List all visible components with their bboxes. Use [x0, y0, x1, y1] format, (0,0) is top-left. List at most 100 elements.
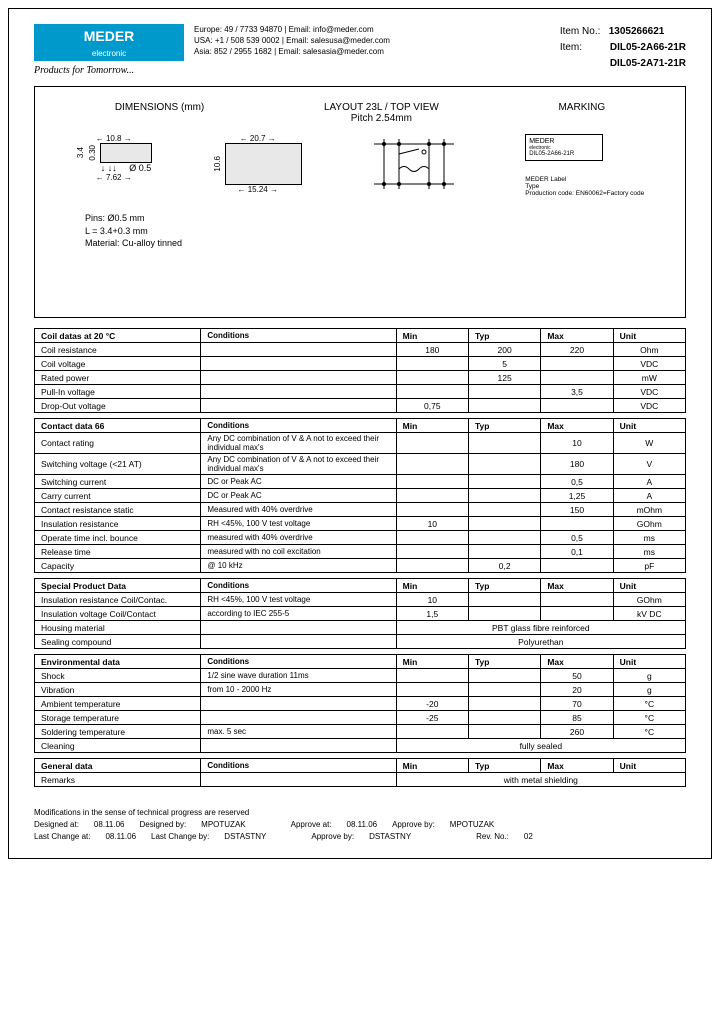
f-approve2-by: Approve by: — [311, 831, 354, 843]
typ-cell — [468, 711, 540, 725]
table-title: Special Product Data — [35, 579, 201, 593]
typ-cell: 5 — [468, 357, 540, 371]
pitch: Pitch 2.54mm — [324, 113, 439, 124]
th-cond: Conditions — [201, 759, 396, 773]
th-unit: Unit — [613, 419, 685, 433]
th-min: Min — [396, 329, 468, 343]
min-cell — [396, 503, 468, 517]
min-cell — [396, 385, 468, 399]
table-row: Vibrationfrom 10 - 2000 Hz20g — [35, 683, 686, 697]
table-row: Release timemeasured with no coil excita… — [35, 545, 686, 559]
unit-cell: VDC — [613, 385, 685, 399]
dim-d4: 0.30 — [88, 145, 97, 161]
schematic-icon — [364, 134, 464, 194]
data-table: Special Product DataConditionsMinTypMaxU… — [34, 578, 686, 649]
param-cell: Switching voltage (<21 AT) — [35, 454, 201, 475]
dim-d3: 3.4 — [76, 147, 85, 158]
cond-cell: @ 10 kHz — [201, 559, 396, 573]
table-row: Ambient temperature-2070°C — [35, 697, 686, 711]
min-cell: -25 — [396, 711, 468, 725]
th-max: Max — [541, 579, 613, 593]
unit-cell: ms — [613, 545, 685, 559]
max-cell: 220 — [541, 343, 613, 357]
cond-cell: DC or Peak AC — [201, 489, 396, 503]
min-cell: 180 — [396, 343, 468, 357]
typ-cell — [468, 517, 540, 531]
typ-cell — [468, 489, 540, 503]
cond-cell — [201, 697, 396, 711]
dim-d1: 10.8 — [106, 134, 122, 143]
cond-cell — [201, 357, 396, 371]
param-cell: Shock — [35, 669, 201, 683]
dim-d7: 10.6 — [213, 156, 222, 172]
table-title: Contact data 66 — [35, 419, 201, 433]
min-cell — [396, 669, 468, 683]
th-unit: Unit — [613, 655, 685, 669]
span-cell: fully sealed — [396, 739, 685, 753]
max-cell: 150 — [541, 503, 613, 517]
unit-cell: kV DC — [613, 607, 685, 621]
mark-brand: MEDER — [529, 138, 599, 145]
max-cell: 3,5 — [541, 385, 613, 399]
dim-top-view: ← 20.7 → 10.6 ← 15.24 → — [213, 134, 302, 194]
th-cond: Conditions — [201, 655, 396, 669]
min-cell — [396, 371, 468, 385]
unit-cell: V — [613, 454, 685, 475]
table-title: General data — [35, 759, 201, 773]
f-change-by: Last Change by: — [151, 831, 209, 843]
table-row: Operate time incl. bouncemeasured with 4… — [35, 531, 686, 545]
max-cell: 0,1 — [541, 545, 613, 559]
cond-cell: max. 5 sec — [201, 725, 396, 739]
typ-cell — [468, 454, 540, 475]
typ-cell — [468, 669, 540, 683]
min-cell — [396, 357, 468, 371]
header: MEDER electronic Products for Tomorrow..… — [34, 24, 686, 76]
typ-cell — [468, 593, 540, 607]
param-cell: Carry current — [35, 489, 201, 503]
unit-cell: pF — [613, 559, 685, 573]
cond-cell: from 10 - 2000 Hz — [201, 683, 396, 697]
table-row: Insulation resistanceRH <45%, 100 V test… — [35, 517, 686, 531]
table-row: Insulation resistance Coil/Contac.RH <45… — [35, 593, 686, 607]
table-row: Contact ratingAny DC combination of V & … — [35, 433, 686, 454]
typ-cell — [468, 433, 540, 454]
th-typ: Typ — [468, 329, 540, 343]
f-approve-d: 08.11.06 — [347, 819, 378, 831]
span-cell: Polyurethan — [396, 635, 685, 649]
typ-cell: 125 — [468, 371, 540, 385]
dim-d5: 7.62 — [106, 173, 122, 182]
footer: Modifications in the sense of technical … — [34, 807, 686, 843]
typ-cell — [468, 683, 540, 697]
max-cell — [541, 607, 613, 621]
min-cell — [396, 531, 468, 545]
param-cell: Rated power — [35, 371, 201, 385]
table-title: Environmental data — [35, 655, 201, 669]
param-cell: Vibration — [35, 683, 201, 697]
cond-cell — [201, 711, 396, 725]
f-rev: Rev. No.: — [476, 831, 509, 843]
max-cell — [541, 399, 613, 413]
table-row: Capacity@ 10 kHz0,2pF — [35, 559, 686, 573]
f-change-d: 08.11.06 — [105, 831, 136, 843]
max-cell — [541, 371, 613, 385]
table-row: Switching currentDC or Peak AC0,5A — [35, 475, 686, 489]
mat-line: Material: Cu-alloy tinned — [85, 237, 665, 250]
table-row: Remarkswith metal shielding — [35, 773, 686, 787]
max-cell: 70 — [541, 697, 613, 711]
unit-cell: GOhm — [613, 517, 685, 531]
cond-cell: RH <45%, 100 V test voltage — [201, 517, 396, 531]
typ-cell: 0,2 — [468, 559, 540, 573]
cond-cell — [201, 635, 396, 649]
f-change-n: DSTASTNY — [224, 831, 266, 843]
span-cell: PBT glass fibre reinforced — [396, 621, 685, 635]
unit-cell: ms — [613, 531, 685, 545]
unit-cell: g — [613, 683, 685, 697]
cond-cell — [201, 385, 396, 399]
cond-cell — [201, 399, 396, 413]
param-cell: Insulation resistance — [35, 517, 201, 531]
table-row: Sealing compoundPolyurethan — [35, 635, 686, 649]
typ-cell — [468, 725, 540, 739]
f-change: Last Change at: — [34, 831, 90, 843]
th-max: Max — [541, 329, 613, 343]
data-table: Environmental dataConditionsMinTypMaxUni… — [34, 654, 686, 753]
